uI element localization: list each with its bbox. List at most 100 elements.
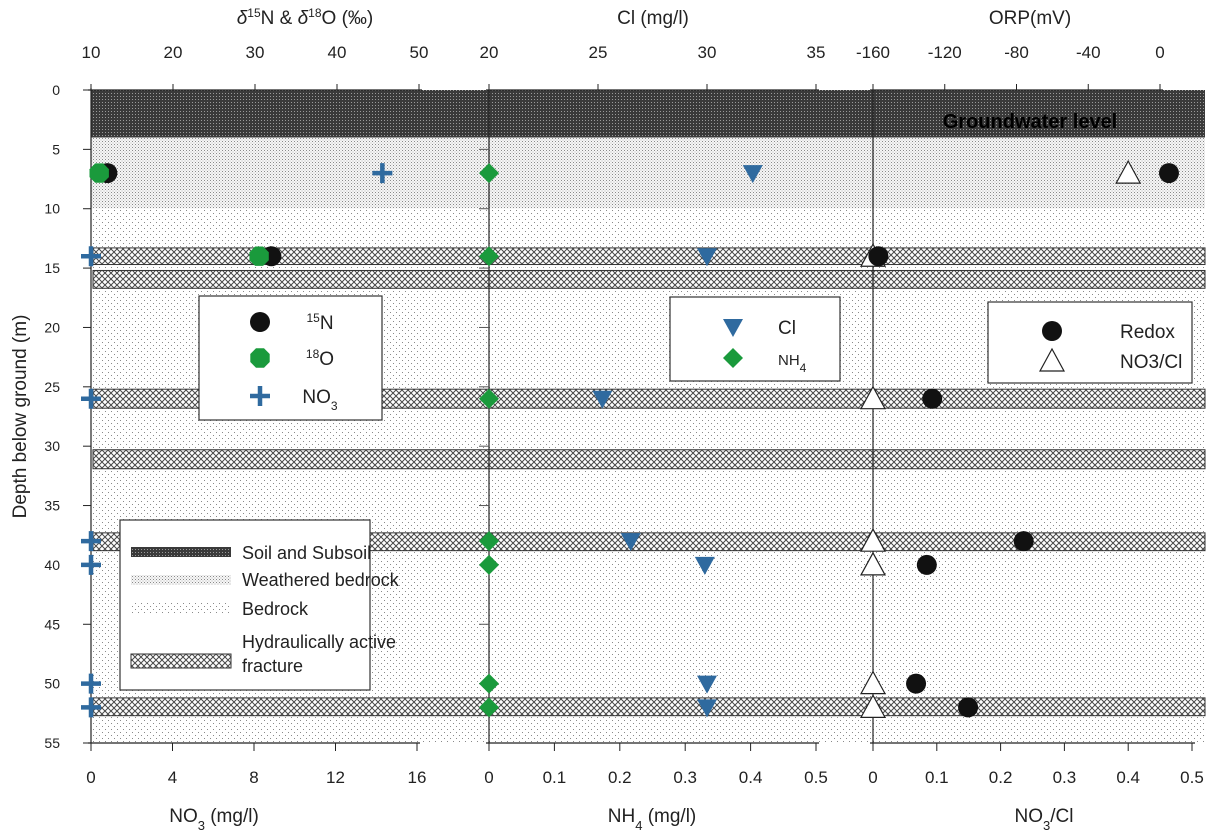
top-tick-label: -120	[928, 43, 962, 62]
y-tick-label: 30	[44, 438, 60, 454]
legend-marker	[1042, 321, 1062, 341]
data-marks	[81, 159, 1179, 718]
data-point-nh4	[479, 388, 499, 409]
y-tick-label: 45	[44, 616, 60, 632]
y-tick-label: 15	[44, 260, 60, 276]
stratum-soil-and-subsoil	[91, 90, 1205, 138]
y-axis-label: Depth below ground (m)	[10, 315, 31, 519]
bottom-tick-label: 0	[86, 768, 95, 787]
data-point-no3-cl	[1115, 159, 1142, 184]
y-tick-label: 50	[44, 676, 60, 692]
data-point-redox	[1013, 531, 1034, 552]
data-point-nh4	[479, 554, 499, 575]
bottom-tick-label: 0.5	[1180, 768, 1204, 787]
data-point-no3	[81, 697, 101, 718]
legend-marker	[1038, 347, 1066, 372]
data-point-redox	[906, 673, 927, 694]
data-point-cl	[697, 675, 717, 694]
bottom-axis-title: NO3 (mg/l)	[169, 806, 259, 830]
top-axis-title: Cl (mg/l)	[617, 8, 689, 29]
fracture-band	[92, 269, 1206, 289]
legend-label: NO3/Cl	[1120, 352, 1182, 373]
legend-layer: 15N 18O NO3 Cl NH4 Redox NO3/Cl Soil and Subsoi…	[119, 295, 1193, 691]
top-tick-label: 40	[328, 43, 347, 62]
y-tick-label: 0	[52, 82, 60, 98]
strata-legend-label: Soil and Subsoil	[242, 543, 371, 563]
top-tick-label: 30	[698, 43, 717, 62]
strata-legend-swatch	[131, 603, 231, 613]
data-point-no3	[81, 554, 101, 575]
y-tick-label: 5	[52, 141, 60, 157]
y-tick-label: 20	[44, 319, 60, 335]
data-point-no3	[81, 531, 101, 552]
groundwater-level-label: Groundwater level	[943, 111, 1118, 133]
legend-marker	[250, 386, 270, 406]
top-tick-label: 20	[480, 43, 499, 62]
strata-legend-label: Hydraulically active	[242, 632, 396, 652]
bottom-axis-title: NH4 (mg/l)	[608, 806, 697, 830]
data-point-nh4	[479, 697, 499, 718]
data-point-nh4	[479, 673, 499, 694]
strata-legend-swatch	[131, 547, 231, 557]
bottom-tick-label: 4	[168, 768, 177, 787]
data-point-cl	[694, 556, 715, 575]
data-point-no3-cl	[859, 670, 887, 695]
top-axis-title: δ15N & δ18O (‰)	[237, 6, 374, 29]
top-tick-label: 25	[589, 43, 608, 62]
legend-box	[669, 296, 841, 382]
bottom-tick-label: 0.1	[925, 768, 949, 787]
bottom-tick-label: 12	[326, 768, 345, 787]
top-tick-label: -160	[856, 43, 890, 62]
data-point-no3	[81, 673, 101, 694]
top-tick-label: 20	[164, 43, 183, 62]
strata-legend-swatch	[130, 653, 232, 669]
strata-legend-swatch	[131, 575, 231, 585]
legend-label: NO3	[302, 387, 338, 413]
data-point-no3	[81, 388, 101, 409]
panel-dividers	[488, 90, 874, 743]
top-tick-label: 0	[1155, 43, 1164, 62]
fracture-band	[92, 449, 1206, 470]
bottom-tick-label: 0	[868, 768, 877, 787]
y-tick-label: 40	[44, 557, 60, 573]
top-tick-label: 10	[82, 43, 101, 62]
top-tick-label: 35	[807, 43, 826, 62]
top-tick-label: -40	[1076, 43, 1101, 62]
bottom-tick-label: 0.1	[543, 768, 567, 787]
data-point-cl	[742, 165, 763, 184]
data-point-redox	[922, 388, 943, 409]
data-point-no3-cl	[859, 527, 887, 552]
legend-marker	[723, 319, 743, 337]
data-point-no3	[372, 163, 393, 184]
y-tick-label: 35	[44, 498, 60, 514]
bottom-tick-label: 16	[408, 768, 427, 787]
legend-label: NH4	[778, 352, 807, 375]
data-point-nh4	[479, 163, 499, 184]
strata-legend-label: fracture	[242, 656, 303, 676]
top-axis-title: ORP(mV)	[989, 8, 1071, 29]
legend-box	[987, 301, 1193, 384]
data-point-cl	[592, 390, 613, 409]
fracture-band	[92, 697, 1206, 717]
bottom-tick-label: 0.4	[739, 768, 763, 787]
data-point-nh4	[479, 246, 499, 267]
data-point-18o	[249, 246, 269, 266]
data-point-nh4	[479, 531, 499, 552]
legend-marker	[250, 348, 270, 368]
legend-marker	[723, 348, 743, 368]
data-point-no3-cl	[859, 385, 887, 410]
data-point-no3	[81, 246, 101, 267]
legend-marker	[250, 312, 270, 332]
strata-legend-label: Bedrock	[242, 599, 309, 619]
top-tick-label: 50	[410, 43, 429, 62]
legend-label: 18O	[306, 347, 334, 370]
bottom-tick-label: 0.4	[1116, 768, 1140, 787]
data-point-cl	[697, 248, 717, 267]
bottom-tick-label: 8	[249, 768, 258, 787]
data-point-no3-cl	[859, 551, 887, 576]
y-tick-label: 10	[44, 201, 60, 217]
legend-label: Redox	[1120, 322, 1175, 343]
data-point-18o	[89, 163, 109, 183]
